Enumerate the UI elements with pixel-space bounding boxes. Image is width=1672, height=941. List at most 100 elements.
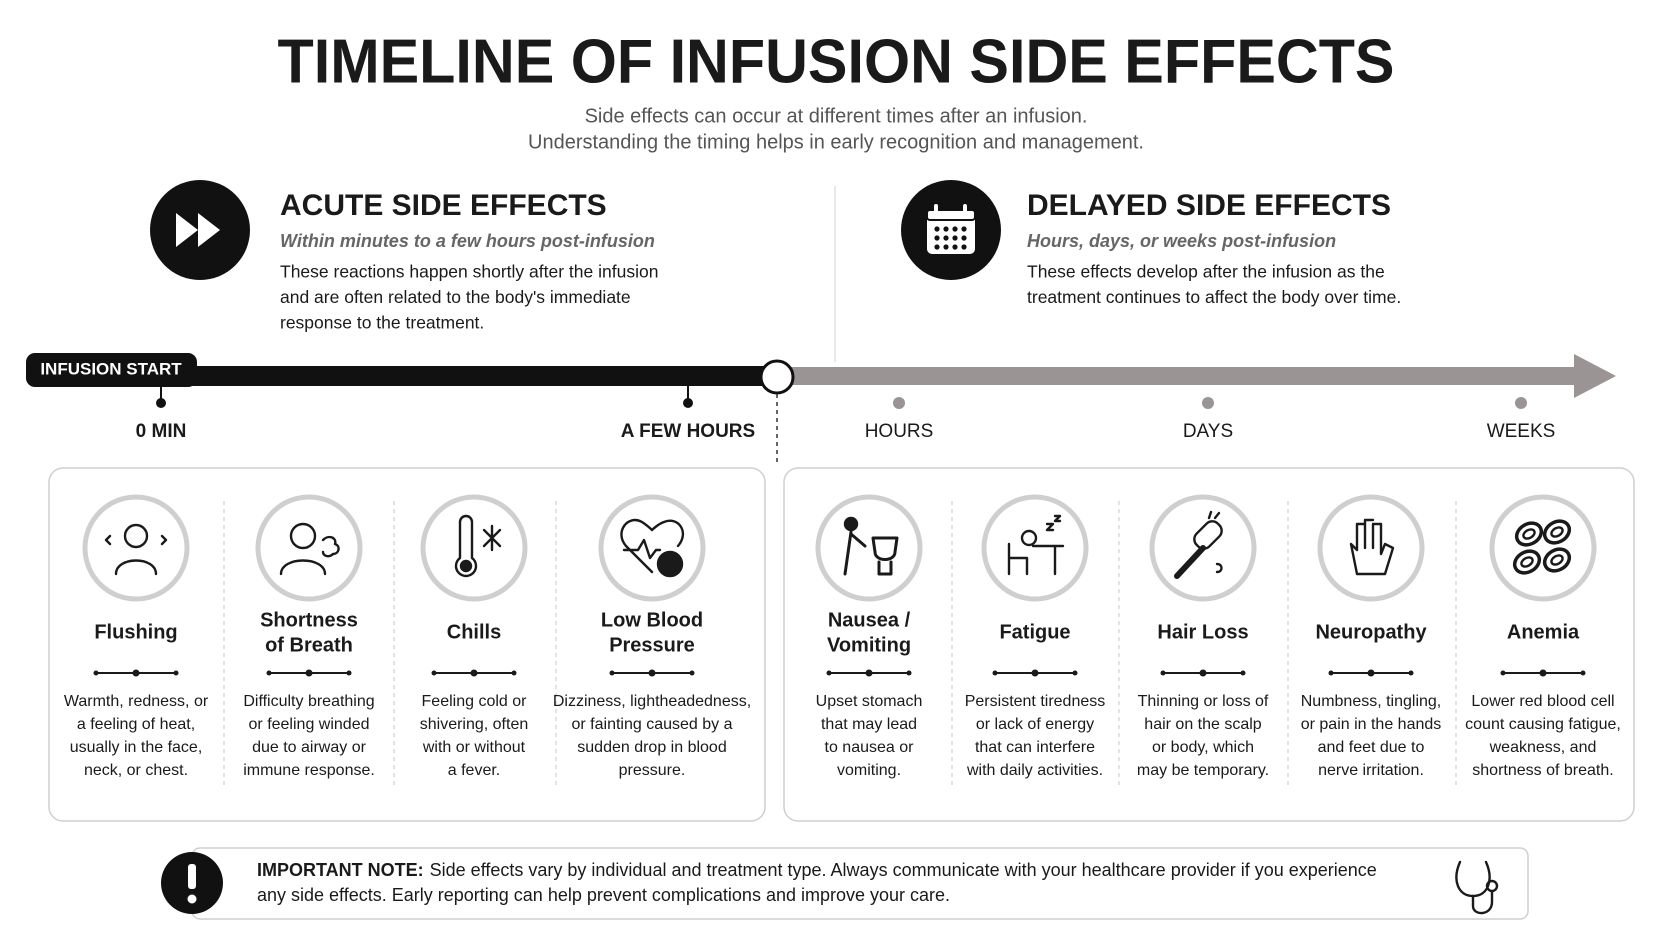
icon-part bbox=[1550, 554, 1564, 566]
icon-part bbox=[279, 535, 340, 576]
effect-description: count causing fatigue, bbox=[1465, 716, 1621, 733]
icon-part bbox=[843, 516, 859, 532]
note-text: Side effects vary by individual and trea… bbox=[430, 860, 1377, 880]
icon-part bbox=[1542, 547, 1572, 573]
effect-description: Lower red blood cell bbox=[1471, 693, 1614, 710]
decor-dot bbox=[1367, 669, 1375, 677]
tick-label: DAYS bbox=[1183, 421, 1233, 442]
section-description: treatment continues to affect the body o… bbox=[1027, 287, 1401, 307]
note-line: any side effects. Early reporting can he… bbox=[257, 885, 950, 905]
decor-dot bbox=[689, 670, 695, 676]
section-description: These reactions happen shortly after the… bbox=[280, 262, 658, 282]
decor-dot bbox=[865, 669, 873, 677]
icon-part bbox=[1349, 518, 1395, 576]
effect-description: vomiting. bbox=[837, 762, 901, 779]
decor-dot bbox=[1160, 670, 1166, 676]
effect-description: or lack of energy bbox=[976, 716, 1094, 733]
effect-description: and feet due to bbox=[1318, 739, 1425, 756]
decor-dot bbox=[1408, 670, 1414, 676]
effect-title: Low Blood bbox=[601, 609, 703, 631]
tick-label: 0 MIN bbox=[136, 421, 187, 442]
icon-part bbox=[1207, 510, 1223, 574]
calendar-top bbox=[926, 209, 976, 221]
icon-part bbox=[1522, 528, 1536, 540]
acute-panel bbox=[48, 467, 766, 822]
note-box bbox=[191, 847, 1529, 920]
icon-circle bbox=[1317, 494, 1425, 602]
effect-description: Dizziness, lightheadedness, bbox=[553, 693, 751, 710]
section-description: response to the treatment. bbox=[280, 313, 484, 333]
effect-description: that may lead bbox=[821, 716, 917, 733]
decor-dot bbox=[266, 670, 272, 676]
effect-icon bbox=[843, 516, 899, 576]
effect-description: neck, or chest. bbox=[84, 762, 188, 779]
effect-description: due to airway or bbox=[252, 739, 367, 756]
effect-description: immune response. bbox=[243, 762, 375, 779]
icon-part bbox=[1007, 514, 1065, 576]
decor-dot bbox=[906, 670, 912, 676]
effect-description: hair on the scalp bbox=[1144, 716, 1262, 733]
icon-part bbox=[1514, 521, 1544, 547]
icon-part bbox=[1542, 519, 1572, 545]
decor-dot bbox=[826, 670, 832, 676]
icon-part bbox=[1193, 520, 1223, 550]
effect-title: Hair Loss bbox=[1157, 621, 1248, 643]
fast-forward bbox=[176, 213, 220, 247]
effect-description: Feeling cold or bbox=[422, 693, 528, 710]
start-label: INFUSION START bbox=[40, 359, 182, 378]
effect-description: a fever. bbox=[448, 762, 500, 779]
effect-title: Vomiting bbox=[827, 634, 911, 656]
decor-dot bbox=[992, 670, 998, 676]
title: TIMELINE OF INFUSION SIDE EFFECTS bbox=[278, 27, 1395, 96]
decor-dot bbox=[1072, 670, 1078, 676]
subtitle: Understanding the timing helps in early … bbox=[528, 131, 1144, 153]
stethoscope bbox=[1455, 860, 1499, 915]
tick-dot bbox=[1202, 397, 1214, 409]
icon-circle bbox=[815, 494, 923, 602]
effect-description: shivering, often bbox=[420, 716, 529, 733]
effect-description: that can interfere bbox=[975, 739, 1095, 756]
note-label: IMPORTANT NOTE: bbox=[257, 860, 424, 880]
transition-marker bbox=[759, 359, 795, 395]
tick-label: HOURS bbox=[865, 421, 934, 442]
decor-dot bbox=[173, 670, 179, 676]
decor-dot bbox=[1539, 669, 1547, 677]
effect-description: pressure. bbox=[619, 762, 686, 779]
effect-icon bbox=[1007, 514, 1065, 576]
effect-title: of Breath bbox=[265, 634, 353, 656]
icon-circle bbox=[981, 494, 1089, 602]
icon-part bbox=[123, 523, 149, 549]
effect-title: Neuropathy bbox=[1315, 621, 1427, 643]
note-line: IMPORTANT NOTE: Side effects vary by indi… bbox=[257, 860, 1377, 880]
decor-dot bbox=[609, 670, 615, 676]
decor-dot bbox=[93, 670, 99, 676]
effect-description: Persistent tiredness bbox=[965, 693, 1106, 710]
icon-part bbox=[1174, 545, 1206, 579]
effect-description: Warmth, redness, or bbox=[64, 693, 209, 710]
icon-part bbox=[104, 534, 168, 576]
icon-part bbox=[1020, 529, 1038, 547]
decor-dot bbox=[648, 669, 656, 677]
icon-part bbox=[459, 559, 473, 573]
section-description: and are often related to the body's imme… bbox=[280, 287, 631, 307]
effect-description: weakness, and bbox=[1489, 739, 1597, 756]
calendar-dots bbox=[934, 226, 967, 250]
effect-title: Fatigue bbox=[999, 621, 1070, 643]
effect-description: Upset stomach bbox=[816, 693, 923, 710]
effect-icon bbox=[1512, 519, 1572, 575]
tick-dot bbox=[893, 397, 905, 409]
effect-description: usually in the face, bbox=[70, 739, 203, 756]
tick-dot bbox=[156, 398, 166, 408]
icon-part bbox=[454, 514, 502, 578]
decor-dot bbox=[1031, 669, 1039, 677]
icon-part bbox=[843, 530, 899, 576]
tick-label: A FEW HOURS bbox=[621, 421, 755, 442]
section-description: These effects develop after the infusion… bbox=[1027, 262, 1385, 282]
icon-part bbox=[1512, 549, 1542, 575]
effect-description: a feeling of heat, bbox=[77, 716, 195, 733]
decor-dot bbox=[1580, 670, 1586, 676]
effect-title: Shortness bbox=[260, 609, 358, 631]
effect-icon bbox=[620, 518, 685, 578]
tick-dot bbox=[683, 398, 693, 408]
acute-bar bbox=[40, 366, 780, 386]
